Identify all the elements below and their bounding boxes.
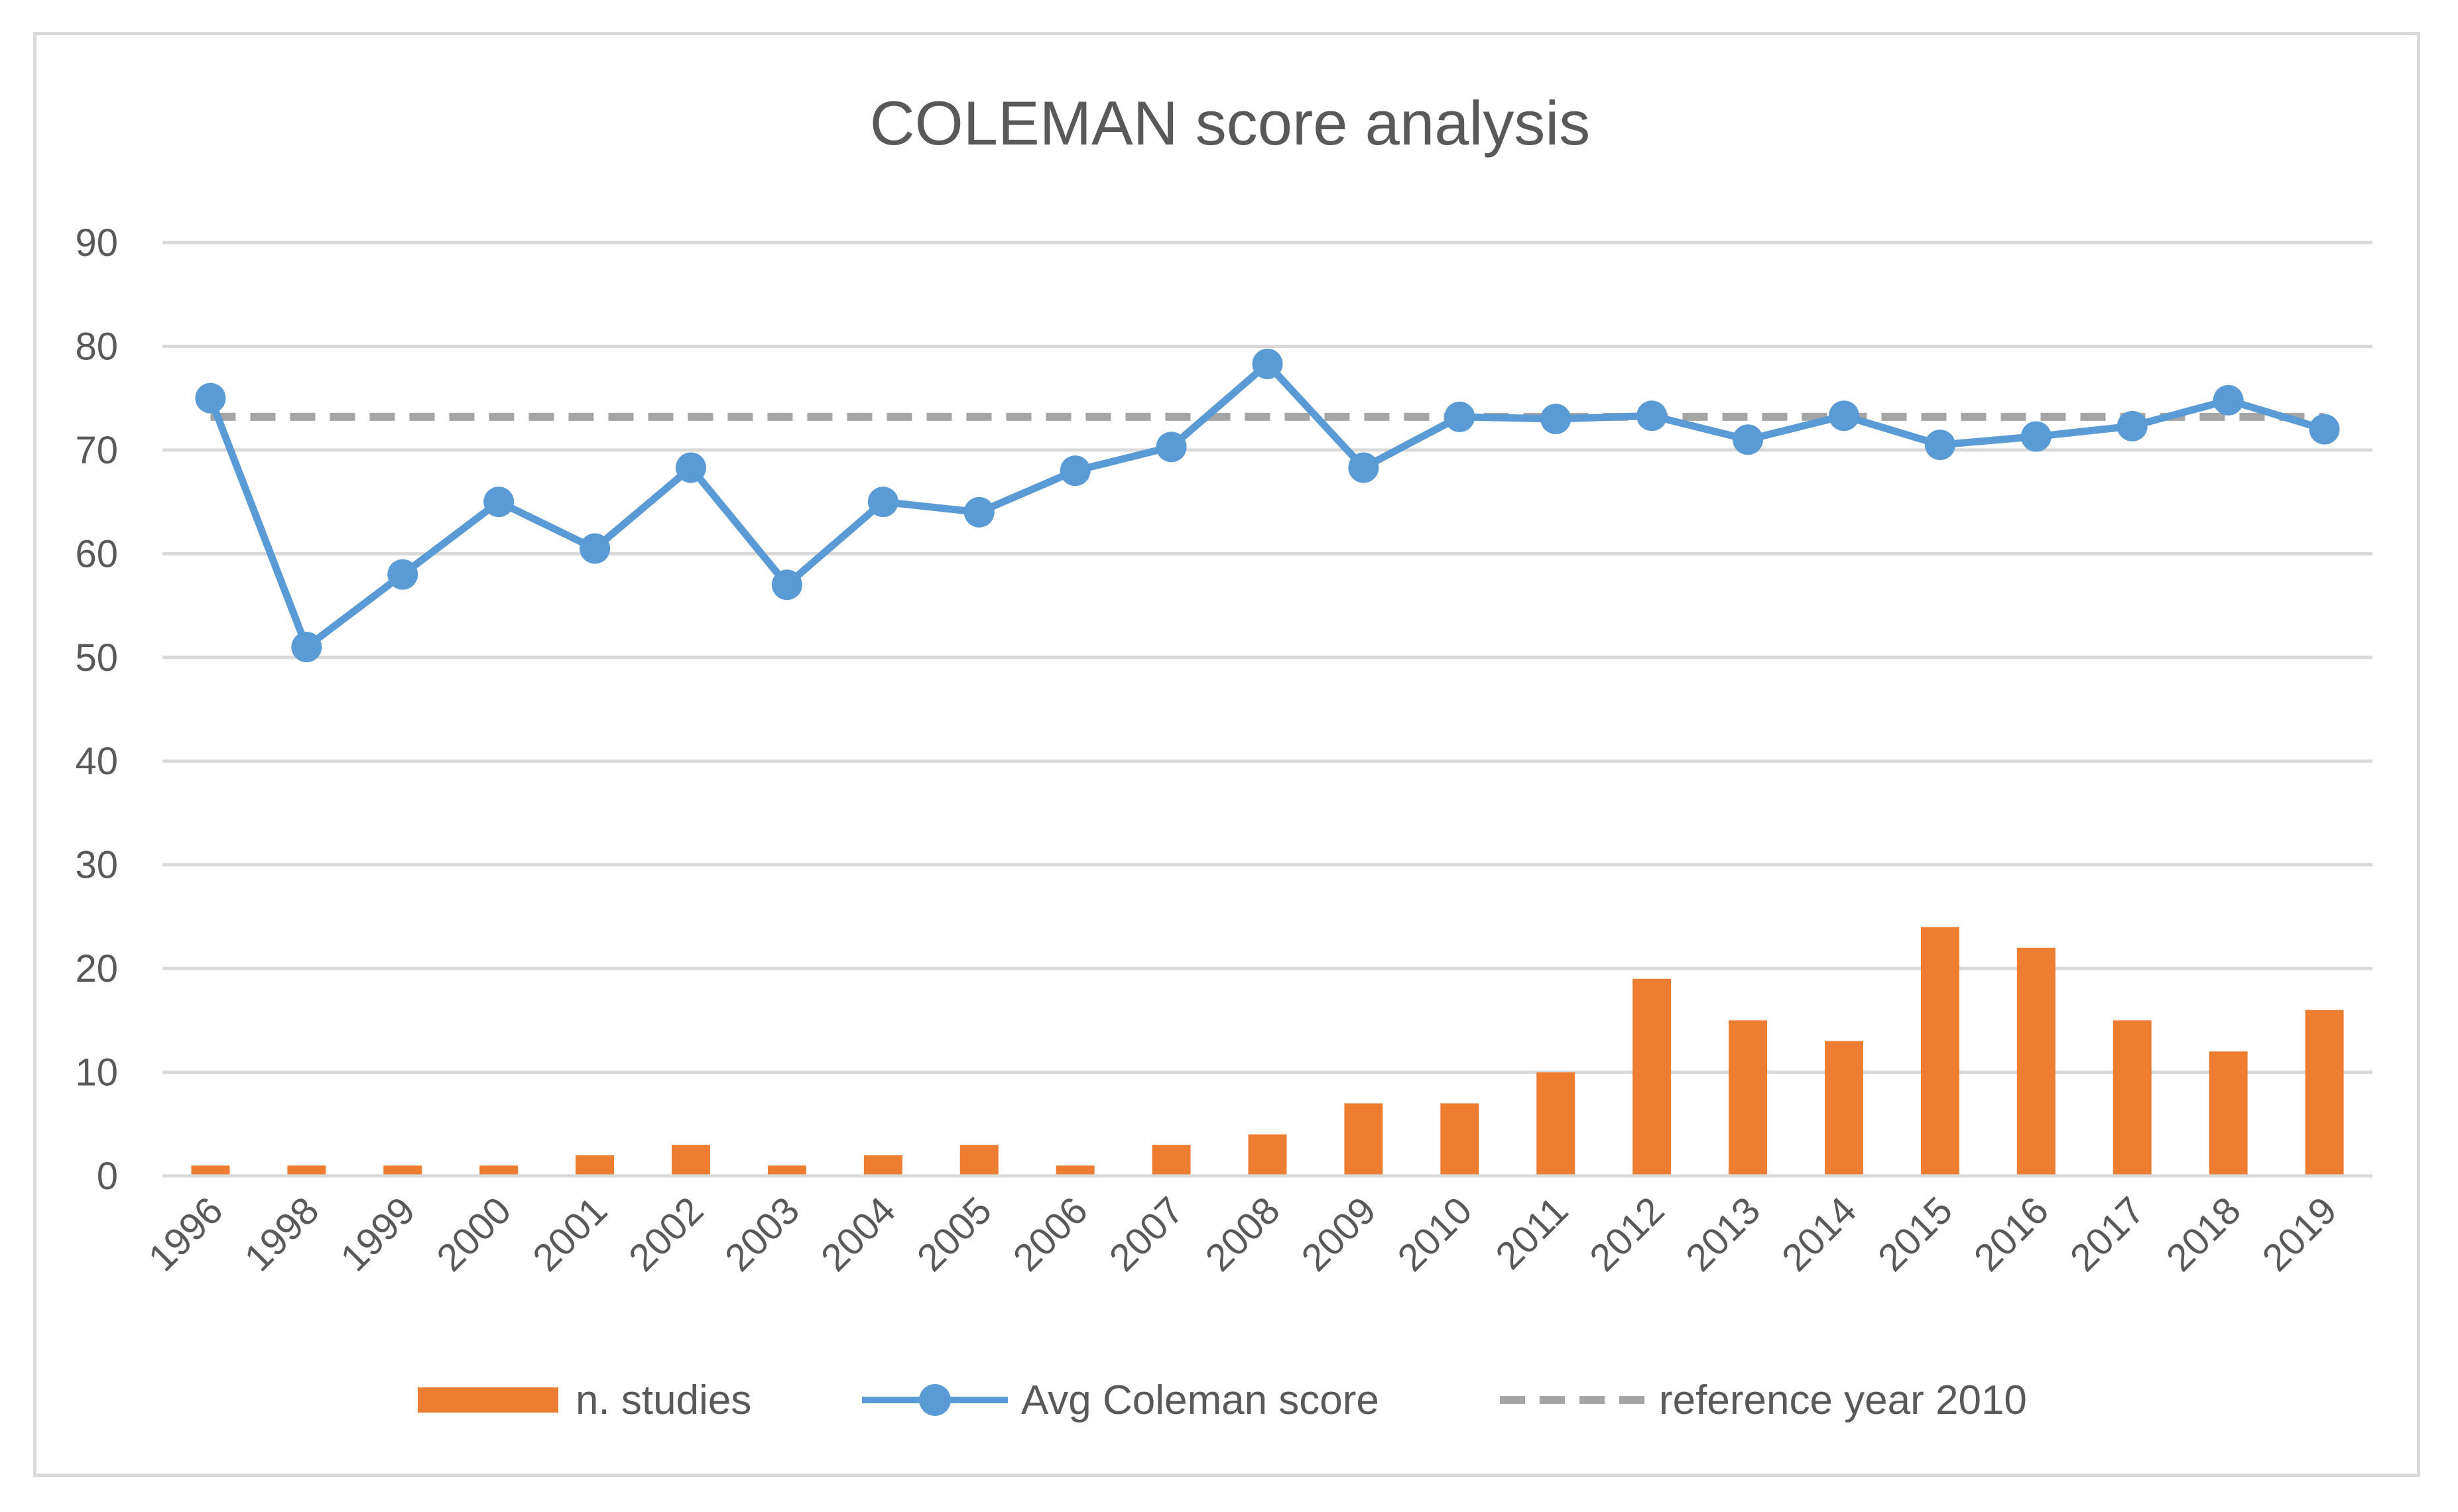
- avg-point-2002: [676, 452, 707, 483]
- x-tick-label: 1999: [332, 1189, 423, 1279]
- avg-point-2012: [1636, 400, 1668, 432]
- y-tick-label: 30: [75, 844, 118, 887]
- avg-point-1999: [387, 559, 418, 590]
- bar-2004: [863, 1155, 902, 1176]
- x-tick-label: 2003: [717, 1189, 808, 1279]
- bar-1996: [191, 1165, 230, 1176]
- y-tick-label: 80: [75, 325, 118, 368]
- legend-swatch-n-studies: [418, 1387, 558, 1413]
- x-tick-label: 1998: [236, 1189, 327, 1279]
- bar-2011: [1536, 1072, 1575, 1176]
- legend-swatch-avg-marker: [919, 1384, 951, 1416]
- avg-point-2001: [580, 533, 611, 564]
- bar-2001: [576, 1155, 615, 1176]
- bar-2013: [1729, 1020, 1768, 1176]
- x-tick-label: 2004: [813, 1189, 904, 1279]
- bar-2014: [1824, 1041, 1863, 1176]
- x-tick-label: 1996: [140, 1189, 231, 1279]
- x-tick-label: 2007: [1101, 1189, 1192, 1279]
- chart-frame: [33, 32, 2420, 1477]
- avg-point-2004: [867, 487, 898, 518]
- y-tick-label: 10: [75, 1051, 118, 1094]
- y-tick-label: 50: [75, 636, 118, 679]
- bar-1999: [383, 1165, 422, 1176]
- x-tick-label: 2018: [2158, 1189, 2249, 1279]
- avg-point-2016: [2020, 421, 2052, 452]
- y-tick-label: 0: [97, 1155, 118, 1198]
- bar-2006: [1056, 1165, 1095, 1176]
- x-tick-label: 2016: [1966, 1189, 2057, 1279]
- legend: n. studies Avg Coleman score reference y…: [418, 1377, 2027, 1423]
- bar-2019: [2305, 1010, 2344, 1176]
- x-tick-label: 2011: [1487, 1189, 1576, 1277]
- bar-2005: [959, 1145, 999, 1176]
- avg-point-2014: [1828, 400, 1859, 432]
- x-tick-label: 2017: [2062, 1189, 2153, 1279]
- avg-point-2005: [963, 496, 995, 528]
- bar-2010: [1440, 1103, 1479, 1176]
- bar-2017: [2113, 1020, 2152, 1176]
- avg-point-2006: [1060, 455, 1091, 487]
- x-tick-label: 2008: [1197, 1189, 1288, 1279]
- avg-point-2017: [2117, 410, 2148, 441]
- bar-2002: [672, 1145, 711, 1176]
- bar-1998: [287, 1165, 326, 1176]
- bar-2009: [1344, 1103, 1383, 1176]
- x-tick-label: 2015: [1870, 1189, 1961, 1279]
- y-axis: 0 10 20 30 40 50 60 70 80 90: [75, 221, 118, 1198]
- bar-2008: [1248, 1134, 1287, 1176]
- avg-point-1996: [195, 382, 226, 414]
- y-tick-label: 60: [75, 532, 118, 575]
- avg-point-2000: [483, 487, 515, 518]
- avg-point-2009: [1348, 452, 1379, 483]
- x-tick-label: 2013: [1678, 1189, 1768, 1279]
- x-tick-label: 2012: [1581, 1189, 1672, 1279]
- x-axis: 1996 1998 1999 2000 2001 2002 2003 2004 2005 2006…: [140, 1174, 2372, 1279]
- y-tick-label: 70: [75, 429, 118, 472]
- y-tick-label: 20: [75, 947, 118, 990]
- y-tick-label: 40: [75, 740, 118, 783]
- x-tick-label: 2005: [909, 1189, 1000, 1279]
- bar-2018: [2209, 1051, 2248, 1176]
- bar-2016: [2016, 947, 2056, 1176]
- avg-point-2003: [771, 569, 802, 601]
- avg-point-2019: [2309, 414, 2340, 445]
- avg-point-2013: [1733, 424, 1764, 455]
- avg-point-2008: [1252, 349, 1283, 380]
- x-tick-label: 2014: [1774, 1189, 1865, 1279]
- legend-label-reference-year: reference year 2010: [1659, 1377, 2027, 1423]
- avg-point-2010: [1444, 401, 1475, 432]
- bar-series: [191, 927, 2344, 1176]
- avg-point-2018: [2213, 384, 2244, 416]
- chart-title: COLEMAN score analysis: [870, 88, 1591, 158]
- avg-point-2015: [1924, 430, 1955, 461]
- bar-2003: [767, 1165, 806, 1176]
- avg-point-1998: [291, 632, 322, 663]
- avg-point-2007: [1156, 432, 1187, 463]
- bar-2000: [479, 1165, 519, 1176]
- bar-2015: [1920, 927, 1959, 1176]
- x-tick-label: 2019: [2254, 1189, 2345, 1279]
- avg-score-line: [207, 360, 2326, 651]
- bar-2007: [1152, 1145, 1191, 1176]
- bar-2012: [1632, 978, 1672, 1176]
- x-tick-label: 2009: [1293, 1189, 1384, 1279]
- x-tick-label: 2000: [428, 1189, 519, 1279]
- x-tick-label: 2001: [524, 1189, 615, 1279]
- avg-point-2011: [1540, 403, 1571, 434]
- y-tick-label: 90: [75, 221, 118, 264]
- x-tick-label: 2002: [621, 1189, 711, 1279]
- legend-label-n-studies: n. studies: [576, 1377, 751, 1423]
- legend-label-avg-coleman-score: Avg Coleman score: [1021, 1377, 1379, 1423]
- avg-score-line-series: [195, 349, 2340, 663]
- x-tick-label: 2010: [1389, 1189, 1480, 1279]
- x-tick-label: 2006: [1005, 1189, 1096, 1279]
